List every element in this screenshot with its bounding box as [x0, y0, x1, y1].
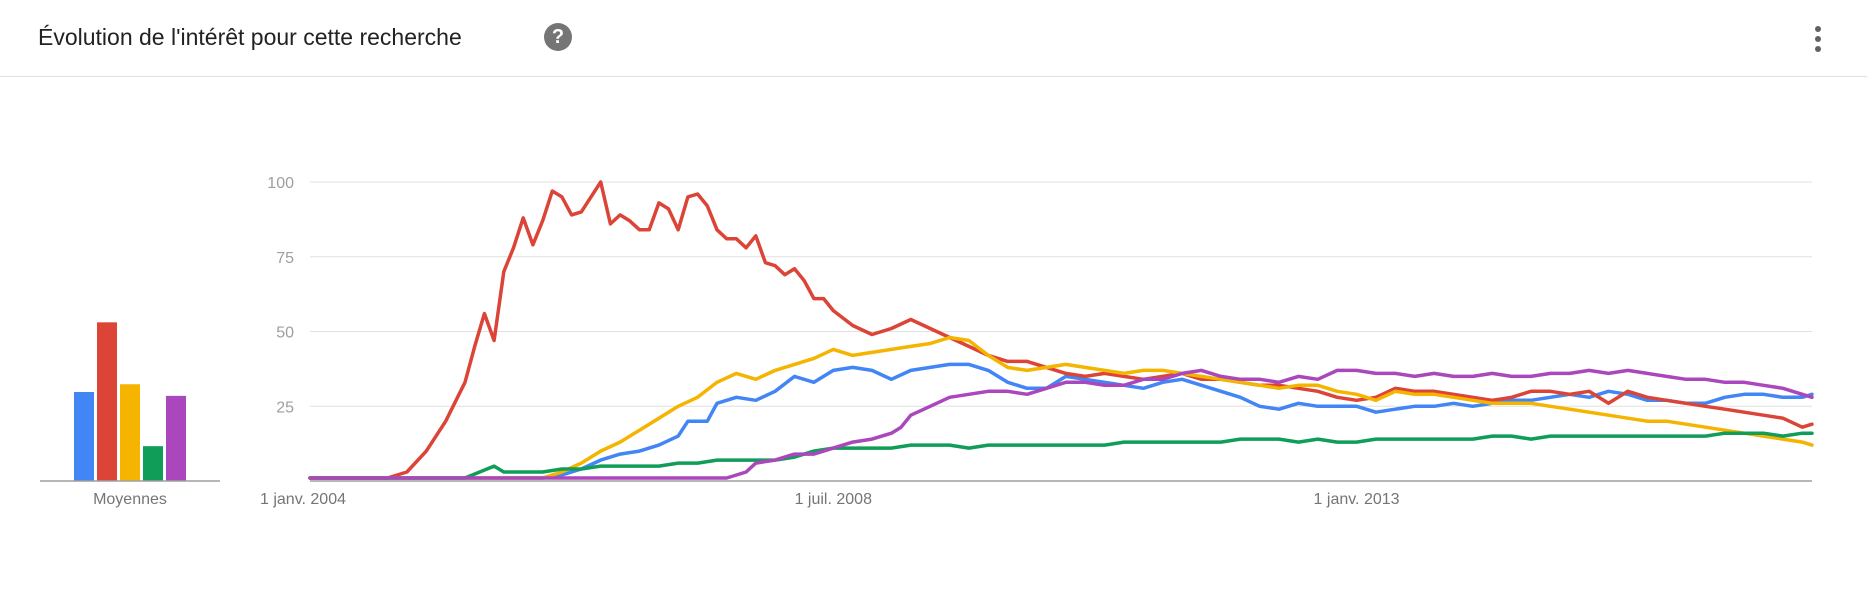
y-gridlines: 25 50 75 100: [267, 175, 1812, 482]
x-tick-label: 1 janv. 2004: [260, 491, 346, 508]
average-bar-1: [74, 391, 94, 481]
series-line-2: [308, 180, 1814, 480]
series-lines: [308, 180, 1814, 480]
y-tick-label: 25: [276, 399, 294, 416]
card-title: Évolution de l'intérêt pour cette recher…: [38, 24, 462, 50]
series-line-1: [308, 362, 1814, 480]
x-tick-labels: 1 janv. 2004 1 juil. 2008 1 janv. 2013: [260, 491, 1400, 508]
x-tick-label: 1 juil. 2008: [795, 491, 872, 508]
y-tick-label: 75: [276, 250, 294, 267]
more-vert-icon[interactable]: [1806, 24, 1830, 54]
series-line-4: [308, 431, 1814, 480]
series-line-3: [308, 335, 1814, 480]
x-tick-label: 1 janv. 2013: [1314, 491, 1400, 508]
averages-bar-chart: [40, 322, 220, 482]
y-tick-label: 50: [276, 325, 294, 342]
average-bar-5: [166, 395, 186, 481]
average-bar-2: [97, 322, 117, 481]
help-circle-icon[interactable]: ?: [544, 23, 572, 51]
average-bar-4: [143, 446, 163, 481]
average-bar-3: [120, 384, 140, 481]
y-tick-label: 100: [267, 175, 294, 192]
series-line-5: [308, 368, 1814, 480]
averages-label: Moyennes: [93, 491, 167, 508]
card-header: Évolution de l'intérêt pour cette recher…: [0, 0, 1867, 77]
